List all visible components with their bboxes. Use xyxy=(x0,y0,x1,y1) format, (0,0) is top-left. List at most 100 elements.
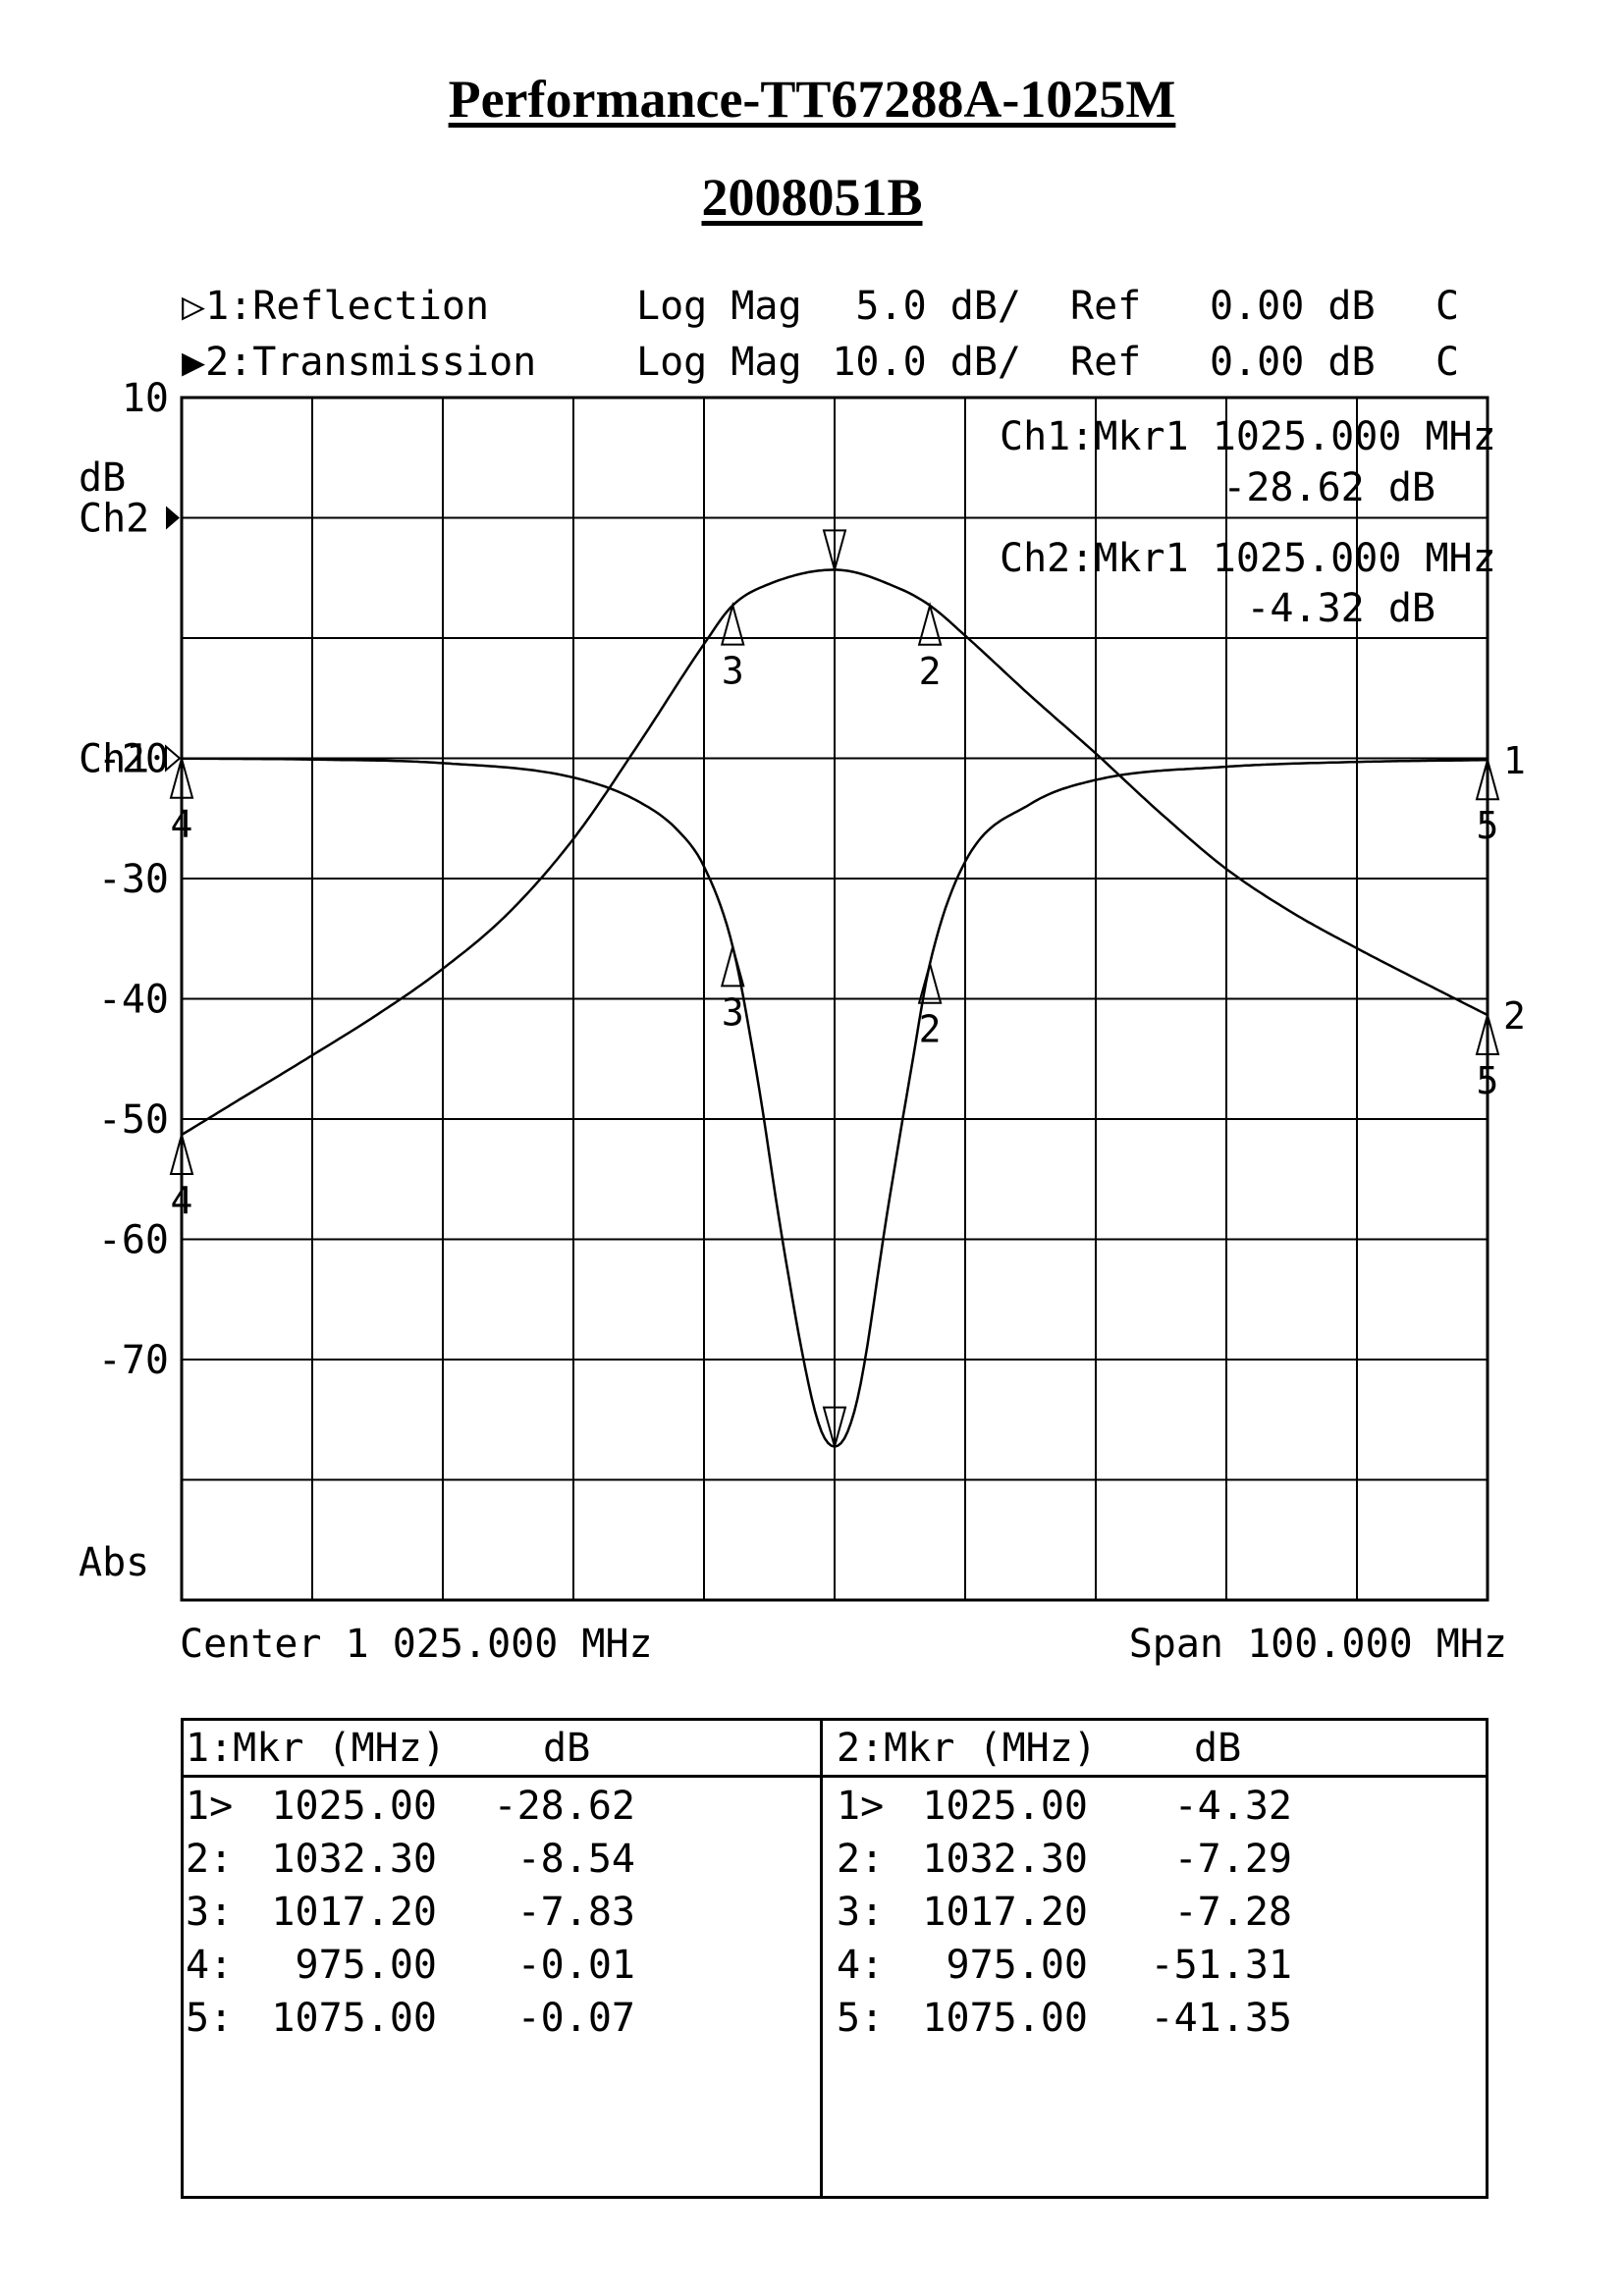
channel-2-label: ▶2:Transmission xyxy=(182,340,536,385)
marker-table-row: 2: 1032.30 -7.29 xyxy=(823,1833,1486,1886)
marker-value: -4.32 xyxy=(1173,1784,1292,1829)
marker-4-label: 4 xyxy=(171,1179,193,1222)
ch2-db-header: dB xyxy=(1194,1726,1242,1771)
channel-1-scale: 5.0 dB/ xyxy=(855,284,1021,329)
y-tick-label: -60 xyxy=(98,1218,169,1263)
ch1-marker-readout: Ch1:Mkr1 1025.000 MHz xyxy=(1000,414,1496,459)
channel-2-ref: 0.00 dB xyxy=(1210,340,1376,385)
center-frequency-label: Center 1 025.000 MHz xyxy=(180,1622,653,1667)
marker-index: 3: xyxy=(186,1890,234,1935)
ch1-reference-label: Ch1 xyxy=(79,737,149,782)
channel-2-format: Log Mag xyxy=(636,340,802,385)
marker-index: 3: xyxy=(837,1890,885,1935)
marker-index: 5: xyxy=(837,1996,885,2041)
channel-2-flag: C xyxy=(1435,340,1459,385)
marker-value: -7.28 xyxy=(1173,1890,1292,1935)
page-subtitle: 2008051B xyxy=(701,168,923,227)
ch1-db-header: dB xyxy=(543,1726,591,1771)
marker-table-ch1: 1:Mkr (MHz) dB 1> 1025.00 -28.62 2: 1032.30 -… xyxy=(184,1721,823,2196)
marker-table-row: 1> 1025.00 -28.62 xyxy=(184,1780,820,1833)
marker-index: 2: xyxy=(186,1837,234,1882)
marker-frequency: 1075.00 xyxy=(922,1996,1088,2041)
marker-table-row: 3: 1017.20 -7.83 xyxy=(184,1886,820,1939)
marker-index: 2: xyxy=(837,1837,885,1882)
marker-value: -41.35 xyxy=(1150,1996,1293,2041)
ch2-marker-readout: Ch2:Mkr1 1025.000 MHz xyxy=(1000,536,1496,581)
marker-table-ch2-header: 2:Mkr (MHz) dB xyxy=(823,1721,1486,1778)
marker-frequency: 1017.20 xyxy=(922,1890,1088,1935)
channel-1-ref-label: Ref xyxy=(1070,284,1141,329)
marker-value: -7.83 xyxy=(516,1890,635,1935)
marker-value: -28.62 xyxy=(493,1784,636,1829)
channel-1-ref: 0.00 dB xyxy=(1210,284,1376,329)
ch1-marker-rows: 1> 1025.00 -28.62 2: 1032.30 -8.54 3: 1017.20 -7… xyxy=(184,1778,820,2045)
marker-3-label: 3 xyxy=(722,990,744,1034)
marker-table-row: 4: 975.00 -51.31 xyxy=(823,1939,1486,1992)
marker-5-label: 5 xyxy=(1477,1059,1499,1102)
marker-value: -0.01 xyxy=(516,1943,635,1988)
marker-table-ch1-header: 1:Mkr (MHz) dB xyxy=(184,1721,820,1778)
ch1-active-marker-tag: 1 xyxy=(1503,739,1526,782)
marker-frequency: 1075.00 xyxy=(271,1996,437,2041)
ch2-reference-arrow xyxy=(166,506,180,530)
marker-table-row: 3: 1017.20 -7.28 xyxy=(823,1886,1486,1939)
y-tick-label: -30 xyxy=(98,857,169,902)
marker-value: -0.07 xyxy=(516,1996,635,2041)
ch2-marker-rows: 1> 1025.00 -4.32 2: 1032.30 -7.29 3: 1017.20 -7.… xyxy=(823,1778,1486,2045)
span-label: Span 100.000 MHz xyxy=(1129,1622,1507,1667)
marker-index: 5: xyxy=(186,1996,234,2041)
marker-table-row: 2: 1032.30 -8.54 xyxy=(184,1833,820,1886)
marker-2-label: 2 xyxy=(919,650,942,693)
marker-index: 4: xyxy=(837,1943,885,1988)
marker-index: 1> xyxy=(837,1784,885,1829)
marker-table-row: 4: 975.00 -0.01 xyxy=(184,1939,820,1992)
y-tick-label: -50 xyxy=(98,1097,169,1143)
marker-value: -7.29 xyxy=(1173,1837,1292,1882)
y-tick-label: -20 xyxy=(98,737,169,782)
marker-4-triangle xyxy=(169,754,194,799)
marker-table-row: 5: 1075.00 -41.35 xyxy=(823,1992,1486,2045)
network-analyzer-plot: ▷1:Reflection Log Mag 5.0 dB/Ref 0.00 dB C ▶2… xyxy=(79,284,1526,1667)
marker-table-row: 1> 1025.00 -4.32 xyxy=(823,1780,1486,1833)
marker-3-triangle xyxy=(720,601,745,646)
channel-2-scale: 10.0 dB/ xyxy=(832,340,1021,385)
marker-frequency: 975.00 xyxy=(946,1943,1089,1988)
marker-2-label: 2 xyxy=(919,1008,942,1051)
marker-table-ch2: 2:Mkr (MHz) dB 1> 1025.00 -4.32 2: 1032.30 -7… xyxy=(823,1721,1486,2196)
marker-table-row: 5: 1075.00 -0.07 xyxy=(184,1992,820,2045)
marker-frequency: 1032.30 xyxy=(271,1837,437,1882)
abs-label: Abs xyxy=(79,1540,149,1585)
marker-frequency: 1025.00 xyxy=(922,1784,1088,1829)
marker-4-triangle xyxy=(169,1131,194,1176)
marker-frequency: 975.00 xyxy=(295,1943,438,1988)
y-tick-label: -70 xyxy=(98,1338,169,1383)
marker-3-label: 3 xyxy=(722,650,744,693)
ch1-marker-readout-value: -28.62 dB xyxy=(1222,465,1435,510)
marker-2-triangle xyxy=(917,602,943,646)
marker-index: 1> xyxy=(186,1784,234,1829)
channel-2-ref-label: Ref xyxy=(1070,340,1141,385)
marker-frequency: 1017.20 xyxy=(271,1890,437,1935)
channel-1-format: Log Mag xyxy=(636,284,802,329)
marker-frequency: 1025.00 xyxy=(271,1784,437,1829)
y-unit-label: dB xyxy=(79,455,126,501)
marker-5-triangle xyxy=(1475,756,1500,801)
marker-3-triangle xyxy=(720,942,745,988)
marker-4-label: 4 xyxy=(171,803,193,846)
y-tick-label: 10 xyxy=(122,376,169,421)
ch1-reference-arrow xyxy=(165,744,182,773)
marker-5-label: 5 xyxy=(1477,804,1499,847)
marker-2-triangle xyxy=(917,959,943,1004)
marker-table: 1:Mkr (MHz) dB 1> 1025.00 -28.62 2: 1032.30 -… xyxy=(181,1718,1489,2199)
marker-value: -51.31 xyxy=(1150,1943,1293,1988)
channel-1-label: ▷1:Reflection xyxy=(182,284,489,329)
page-title: Performance-TT67288A-1025M xyxy=(448,70,1176,129)
ch2-marker-readout-value: -4.32 dB xyxy=(1246,586,1435,631)
marker-frequency: 1032.30 xyxy=(922,1837,1088,1882)
ch1-mkr-header: 1:Mkr (MHz) xyxy=(186,1726,446,1771)
ch2-mkr-header: 2:Mkr (MHz) xyxy=(837,1726,1097,1771)
marker-value: -8.54 xyxy=(516,1837,635,1882)
y-tick-label: -40 xyxy=(98,978,169,1023)
ch2-active-marker-tag: 2 xyxy=(1503,994,1526,1038)
marker-index: 4: xyxy=(186,1943,234,1988)
